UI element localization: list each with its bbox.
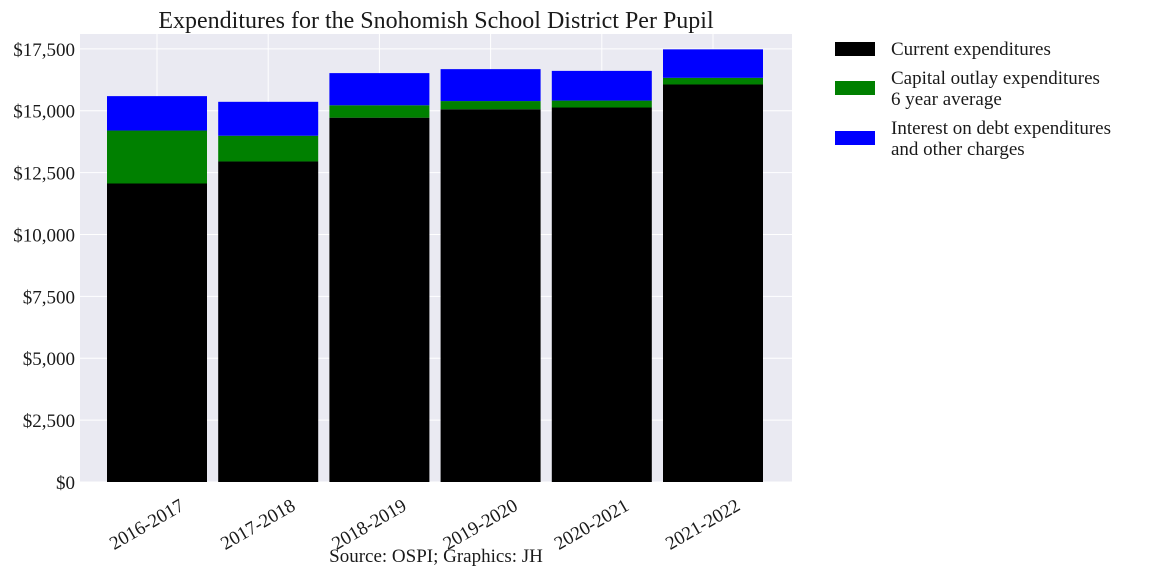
y-tick-label: $7,500 (23, 287, 75, 308)
y-tick-label: $0 (56, 473, 75, 494)
legend-label: Capital outlay expenditures 6 year averag… (891, 68, 1100, 110)
bar-segment-capital-outlay (329, 105, 430, 118)
x-tick-label: 2020-2021 (551, 495, 633, 554)
bar-segment-capital-outlay (218, 135, 319, 162)
bar-segment-interest-debt (218, 101, 319, 136)
legend-swatch (835, 131, 875, 145)
bar-segment-interest-debt (663, 49, 763, 78)
bar-segment-current (218, 161, 319, 483)
y-tick-label: $2,500 (23, 411, 75, 432)
bar-segment-current (551, 107, 652, 483)
bar-segment-current (663, 84, 763, 482)
bar-segment-capital-outlay (440, 101, 541, 110)
bar-segment-current (329, 117, 430, 482)
legend-label: Interest on debt expenditures and other c… (891, 118, 1111, 160)
legend: Current expenditures Capital outlay expen… (835, 39, 1111, 160)
legend-swatch (835, 81, 875, 95)
legend-swatch (835, 42, 875, 56)
bar-segment-interest-debt (440, 69, 541, 102)
legend-label: Current expenditures (891, 39, 1051, 60)
bar-segment-interest-debt (107, 96, 207, 131)
bar-segment-capital-outlay (663, 77, 763, 85)
chart-title: Expenditures for the Snohomish School Di… (158, 8, 714, 34)
y-axis-ticks: $0 $2,500 $5,000 $7,500 $10,000 $12,500 $15,00… (13, 40, 75, 494)
y-tick-label: $10,000 (13, 225, 75, 246)
bar-segment-current (440, 109, 541, 482)
x-tick-label: 2021-2022 (662, 495, 744, 554)
bars (107, 49, 763, 483)
y-tick-label: $17,500 (13, 40, 75, 61)
y-tick-label: $15,000 (13, 102, 75, 123)
x-tick-label: 2017-2018 (217, 495, 299, 554)
bar-segment-capital-outlay (107, 130, 207, 184)
y-tick-label: $5,000 (23, 349, 75, 370)
x-tick-label: 2016-2017 (106, 495, 188, 554)
bar-segment-current (107, 183, 207, 482)
bar-segment-capital-outlay (551, 100, 652, 108)
y-tick-label: $12,500 (13, 164, 75, 185)
bar-segment-interest-debt (329, 73, 430, 106)
bar-segment-interest-debt (551, 70, 652, 101)
x-axis-label: Source: OSPI; Graphics: JH (329, 546, 543, 567)
